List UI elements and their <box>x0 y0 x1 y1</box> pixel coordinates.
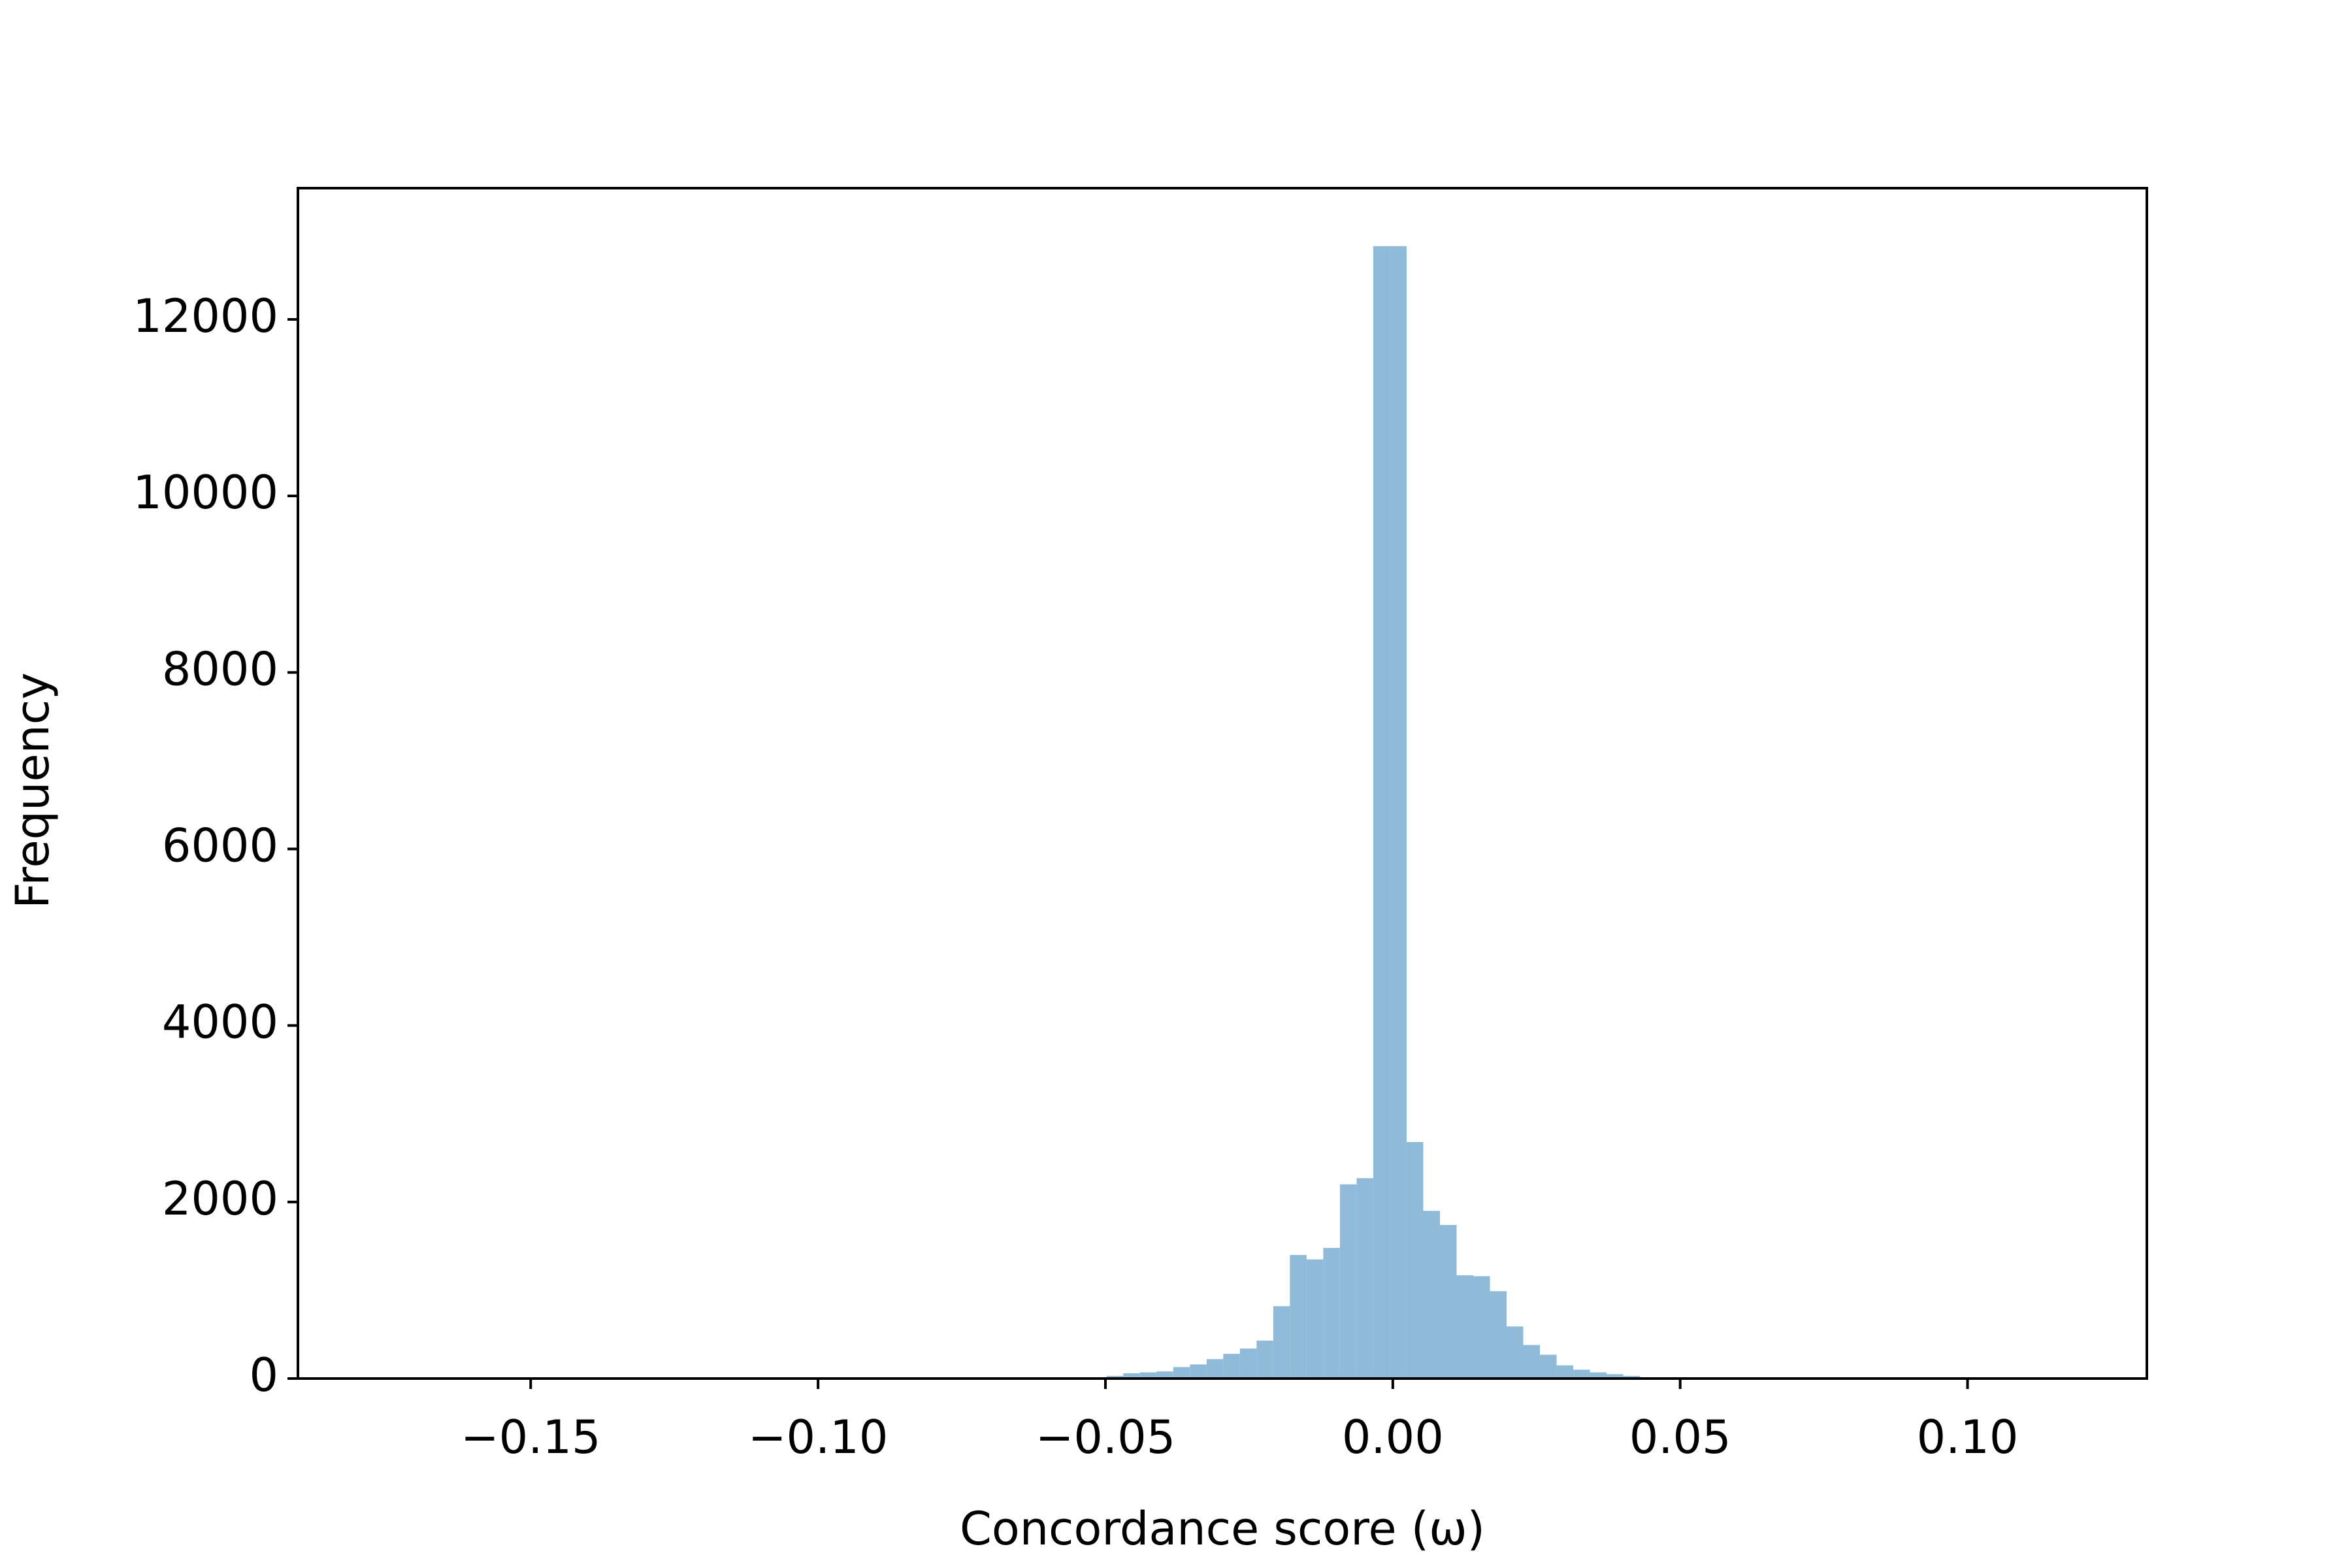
histogram-bar <box>1123 1373 1140 1379</box>
histogram-bar <box>1473 1276 1490 1379</box>
y-tick-label: 6000 <box>162 819 278 872</box>
histogram-bar <box>1607 1374 1624 1379</box>
histogram-bar <box>1523 1345 1541 1379</box>
histogram-bar <box>1507 1326 1524 1379</box>
histogram-bar <box>1139 1372 1157 1379</box>
x-tick-label: 0.05 <box>1629 1411 1731 1464</box>
y-axis-label: Frequency <box>6 672 59 909</box>
histogram-bar <box>1590 1372 1607 1379</box>
histogram-bar <box>1223 1354 1240 1379</box>
plot-frame <box>297 187 2148 1380</box>
histogram-bar <box>1323 1248 1340 1379</box>
histogram-bar <box>1156 1371 1173 1379</box>
histogram-bar <box>1406 1141 1424 1379</box>
x-tick-label: −0.05 <box>1036 1411 1176 1464</box>
x-axis-label: Concordance score (ω) <box>960 1502 1485 1556</box>
histogram-bar <box>1256 1340 1273 1379</box>
histogram-bar <box>1173 1367 1190 1379</box>
x-tick-label: 0.00 <box>1342 1411 1444 1464</box>
histogram-bar <box>1356 1178 1373 1379</box>
histogram-bar <box>1273 1306 1290 1379</box>
histogram-bar <box>1423 1211 1440 1379</box>
histogram-bar <box>1623 1375 1641 1379</box>
histogram-bar <box>1290 1254 1307 1379</box>
y-tick-label: 12000 <box>133 289 278 343</box>
histogram-bar <box>1540 1354 1557 1379</box>
x-tick-label: 0.10 <box>1917 1411 2019 1464</box>
histogram-bar <box>1390 246 1407 1379</box>
y-tick-label: 0 <box>249 1348 278 1402</box>
x-tick-label: −0.10 <box>748 1411 889 1464</box>
histogram-bar <box>1373 246 1390 1379</box>
histogram-bar <box>1439 1224 1457 1379</box>
histogram-bar <box>1190 1364 1207 1379</box>
histogram-bar <box>1573 1369 1590 1379</box>
histogram-bar <box>1339 1184 1357 1379</box>
y-tick-label: 8000 <box>162 642 278 696</box>
histogram-bar <box>1239 1348 1257 1379</box>
histogram-bar <box>1106 1375 1124 1379</box>
x-tick-label: −0.15 <box>461 1411 601 1464</box>
y-tick-label: 2000 <box>162 1172 278 1226</box>
histogram-bar <box>1306 1259 1324 1379</box>
histogram-bar <box>1456 1275 1473 1379</box>
histogram-bar <box>1556 1365 1574 1379</box>
histogram-bar <box>1206 1359 1224 1379</box>
histogram-bar <box>1490 1291 1507 1379</box>
y-tick-label: 10000 <box>133 466 278 519</box>
y-tick-label: 4000 <box>162 996 278 1049</box>
